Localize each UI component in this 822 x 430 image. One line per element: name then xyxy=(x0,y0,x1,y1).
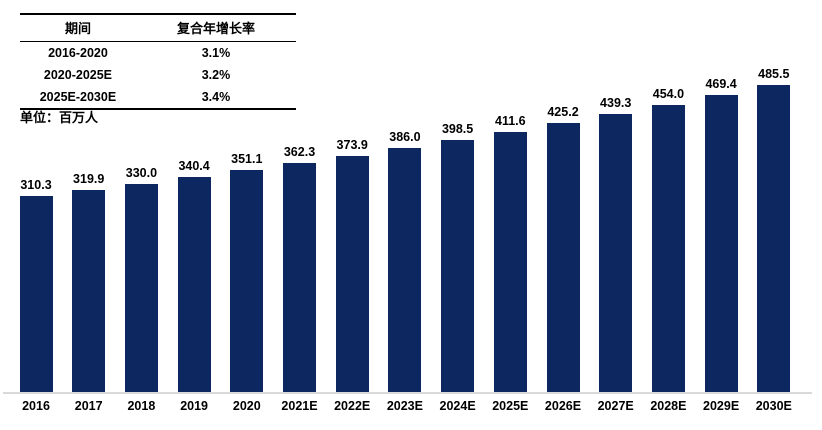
x-axis-tick-label: 2025E xyxy=(492,399,529,413)
cagr-table-body: 2016-2020 3.1% 2020-2025E 3.2% 2025E-2030E 3.… xyxy=(20,42,296,110)
bar-value-label: 398.5 xyxy=(441,122,474,137)
x-axis-tick-label: 2027E xyxy=(597,399,634,413)
cagr-period-cell: 2016-2020 xyxy=(48,46,108,60)
bar-value-label: 411.6 xyxy=(495,114,526,129)
x-axis-line xyxy=(3,392,812,394)
bar-2019 xyxy=(177,177,211,393)
bar-2018 xyxy=(124,183,158,393)
bar-value-label: 351.1 xyxy=(231,152,263,167)
bar-value-label: 439.3 xyxy=(600,96,632,111)
x-axis-tick-label: 2030E xyxy=(755,399,792,413)
x-axis-tick-label: 2022E xyxy=(334,399,371,413)
x-axis-tick-label: 2028E xyxy=(650,399,687,413)
cagr-table-row: 2020-2025E 3.2% xyxy=(20,64,296,86)
bar-2023E xyxy=(388,148,422,393)
bar-2026E xyxy=(546,123,580,393)
x-axis-tick-label: 2021E xyxy=(281,399,318,413)
cagr-table-header-row: 期间 复合年增长率 xyxy=(20,14,296,42)
bar-2028E xyxy=(651,105,685,393)
bar-2027E xyxy=(599,114,633,393)
cagr-table-row: 2025E-2030E 3.4% xyxy=(20,86,296,109)
bar-2024E xyxy=(441,140,475,393)
bar-value-label: 310.3 xyxy=(20,178,52,193)
bar-2030E xyxy=(757,85,791,393)
cagr-value-cell: 3.4% xyxy=(201,90,231,104)
bar-2017 xyxy=(72,190,106,393)
x-axis-tick-label: 2017 xyxy=(74,399,103,413)
bar-value-label: 386.0 xyxy=(389,130,421,145)
cagr-table-header-period: 期间 xyxy=(20,14,136,42)
unit-label: 单位：百万人 xyxy=(20,110,99,125)
bar-2020 xyxy=(230,170,264,393)
bar-2022E xyxy=(335,155,369,393)
bar-value-label: 373.9 xyxy=(336,137,368,152)
cagr-table-row: 2016-2020 3.1% xyxy=(20,42,296,65)
x-axis-tick-label: 2016 xyxy=(22,399,50,413)
bar-value-label: 485.5 xyxy=(758,67,790,82)
cagr-period-cell: 2025E-2030E xyxy=(39,90,117,104)
x-axis-tick-label: 2019 xyxy=(180,399,208,413)
cagr-value-cell: 3.2% xyxy=(201,68,231,82)
x-axis-tick-label: 2023E xyxy=(386,399,423,413)
bar-2029E xyxy=(704,95,738,393)
x-axis-tick-label: 2024E xyxy=(439,399,476,413)
bar-2025E xyxy=(493,132,527,393)
bar-2016 xyxy=(19,196,53,393)
bar-value-label: 330.0 xyxy=(125,165,158,180)
bar-value-label: 469.4 xyxy=(705,77,737,92)
cagr-period-cell: 2020-2025E xyxy=(43,68,113,82)
bar-2021E xyxy=(283,163,316,393)
bar-value-label: 362.3 xyxy=(283,145,316,160)
cagr-table-header-cagr: 复合年增长率 xyxy=(135,14,296,42)
bar-value-label: 425.2 xyxy=(547,105,579,120)
x-axis-tick-label: 2020 xyxy=(232,399,261,413)
x-axis-tick-label: 2026E xyxy=(544,399,582,413)
bar-value-label: 340.4 xyxy=(178,159,210,174)
cagr-table: 期间 复合年增长率 2016-2020 3.1% 2020-2025E 3.2% 202… xyxy=(20,13,296,110)
bar-value-label: 454.0 xyxy=(652,87,685,102)
cagr-value-cell: 3.1% xyxy=(201,46,231,60)
x-axis-tick-label: 2029E xyxy=(703,399,740,413)
x-axis-tick-label: 2018 xyxy=(127,399,156,413)
bar-value-label: 319.9 xyxy=(73,172,105,187)
